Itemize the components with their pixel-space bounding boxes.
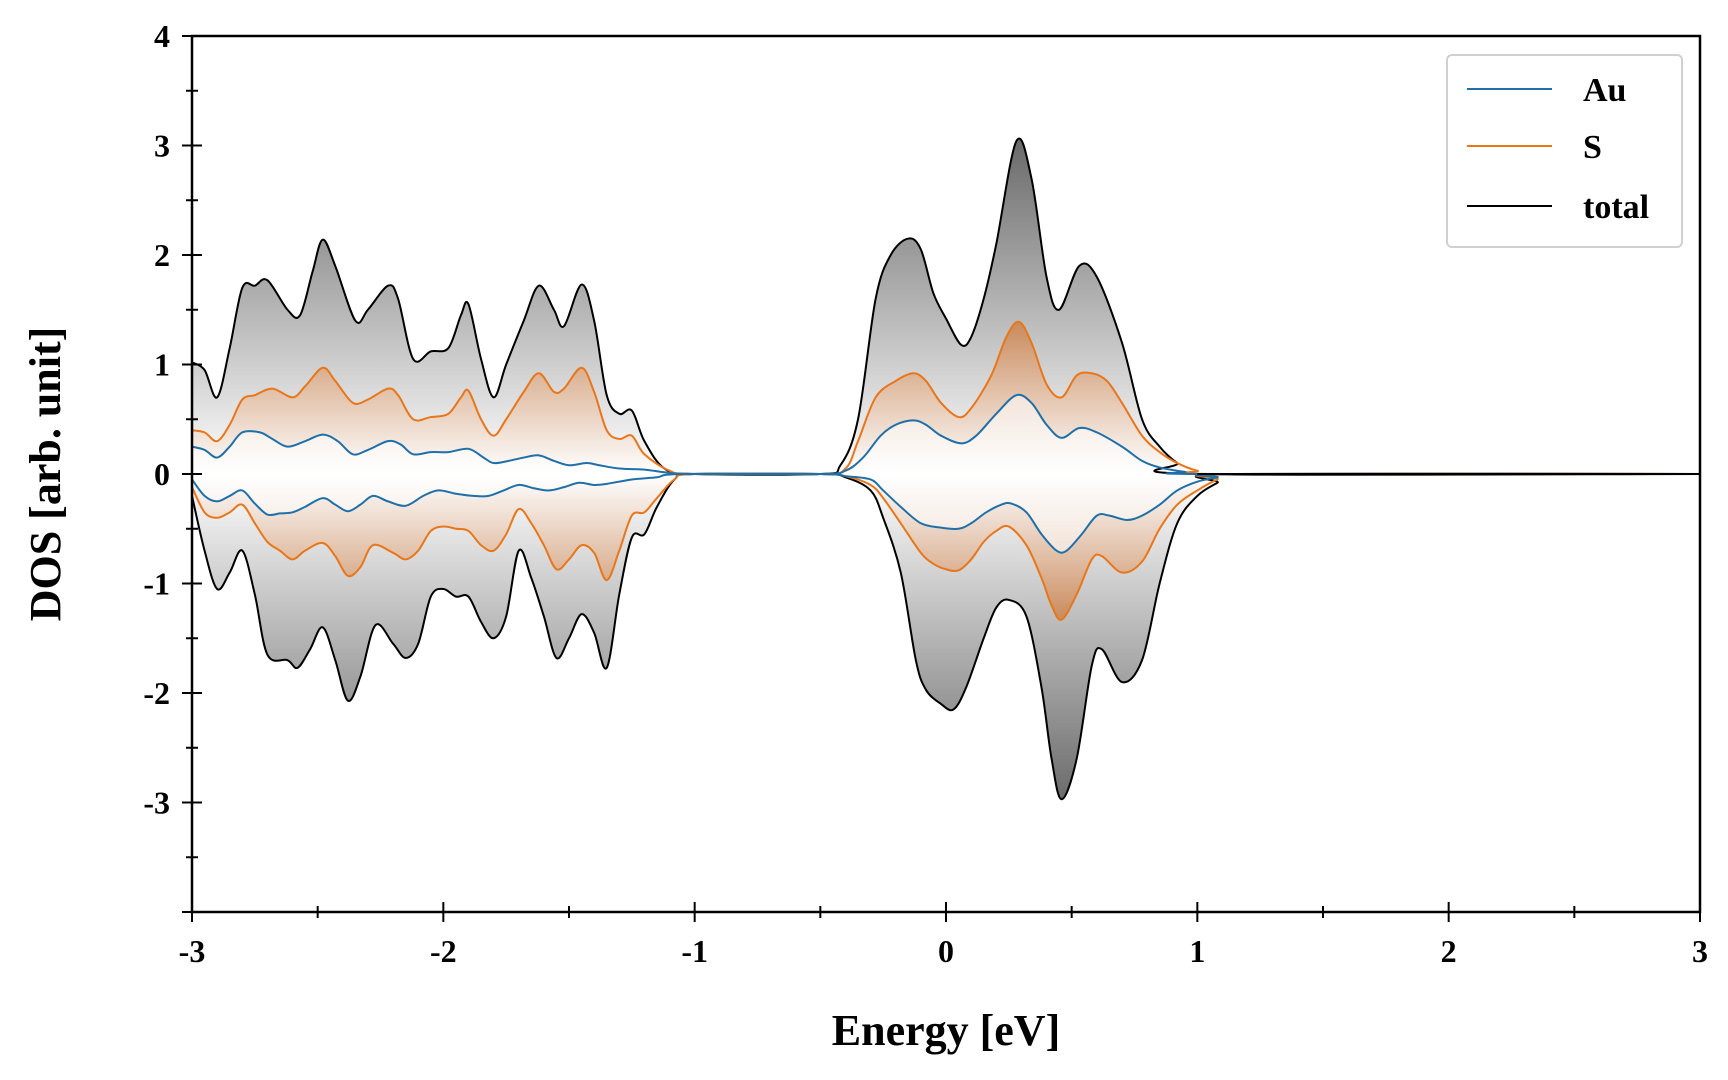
- x-axis-title: Energy [eV]: [832, 1006, 1061, 1055]
- total-down-line: [192, 472, 1700, 801]
- legend-label-s: S: [1583, 129, 1602, 166]
- legend-box: [1446, 54, 1683, 248]
- y-tick-label: -1: [143, 566, 170, 602]
- y-axis-title: DOS [arb. unit]: [21, 327, 70, 622]
- x-tick-label: 2: [1441, 933, 1457, 969]
- y-tick-label: -3: [143, 785, 170, 821]
- s-up-line: [192, 320, 1700, 476]
- dos-lines: [192, 137, 1700, 801]
- y-tick-label: 0: [154, 456, 170, 492]
- au-down-fill: [192, 473, 1700, 553]
- au-down-line: [192, 472, 1700, 554]
- x-tick-label: -2: [430, 933, 457, 969]
- x-tick-label: 3: [1692, 933, 1708, 969]
- x-tick-label: -1: [681, 933, 708, 969]
- total-up-line: [192, 137, 1700, 476]
- legend: Au S total: [1446, 54, 1683, 248]
- y-tick-label: 2: [154, 237, 170, 273]
- legend-label-au: Au: [1583, 72, 1626, 109]
- s-up-fill: [192, 321, 1700, 475]
- x-tick-label: -3: [179, 933, 206, 969]
- au-up-line: [192, 393, 1700, 476]
- s-down-line: [192, 472, 1700, 621]
- x-tick-label: 0: [938, 933, 954, 969]
- legend-label-total: total: [1583, 189, 1649, 226]
- y-tick-label: 4: [154, 18, 170, 54]
- plot-frame: [190, 34, 1702, 914]
- au-up-fill: [192, 394, 1700, 475]
- y-tick-label: -2: [143, 675, 170, 711]
- x-axis-ticks: -3 -2 -1 0 1 2 3: [179, 902, 1708, 969]
- y-axis-ticks: -3 -2 -1 0 1 2 3 4: [143, 18, 202, 913]
- y-tick-label: 3: [154, 128, 170, 164]
- y-tick-label: 1: [154, 347, 170, 383]
- s-down-fill: [192, 473, 1700, 620]
- x-tick-label: 1: [1189, 933, 1205, 969]
- dos-fills: [192, 138, 1700, 800]
